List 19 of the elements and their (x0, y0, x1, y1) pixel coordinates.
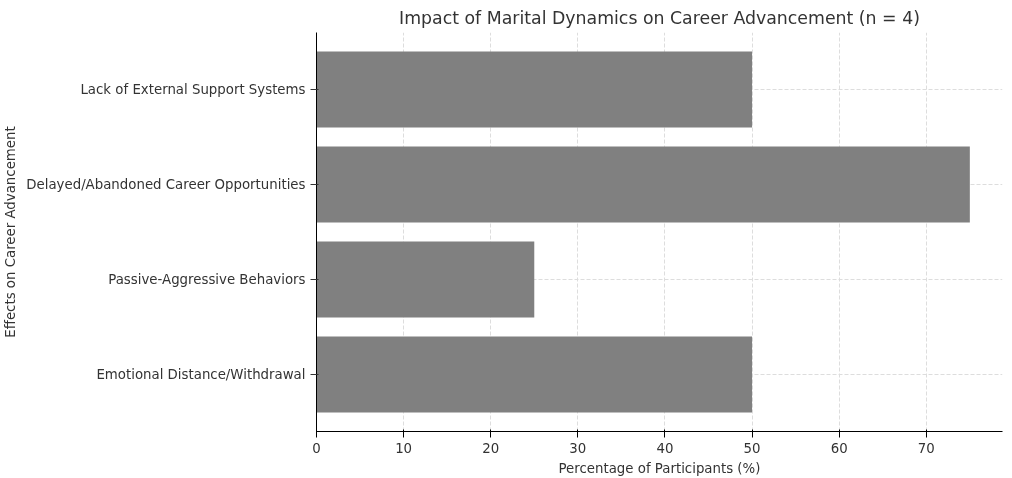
x-tick-label: 70 (917, 440, 935, 456)
x-tick-label: 20 (482, 440, 500, 456)
x-tick-label: 60 (830, 440, 848, 456)
y-axis-title: Effects on Career Advancement (3, 126, 19, 338)
y-tick-label: Passive-Aggressive Behaviors (108, 272, 306, 287)
chart-title: Impact of Marital Dynamics on Career Advancement (n = 4) (399, 7, 920, 28)
x-tick-label: 40 (656, 440, 674, 456)
bar (316, 51, 753, 128)
bar (316, 241, 535, 318)
y-tick-label: Lack of External Support Systems (80, 82, 306, 97)
x-tick-label: 50 (743, 440, 761, 456)
y-tick-label: Delayed/Abandoned Career Opportunities (26, 177, 306, 192)
bar (316, 146, 970, 223)
x-axis-title: Percentage of Participants (%) (558, 460, 761, 476)
x-tick-label: 10 (395, 440, 413, 456)
y-tick-label: Emotional Distance/Withdrawal (96, 367, 306, 382)
bar (316, 336, 753, 413)
x-tick-label: 30 (569, 440, 587, 456)
x-tick-label: 0 (312, 440, 321, 456)
